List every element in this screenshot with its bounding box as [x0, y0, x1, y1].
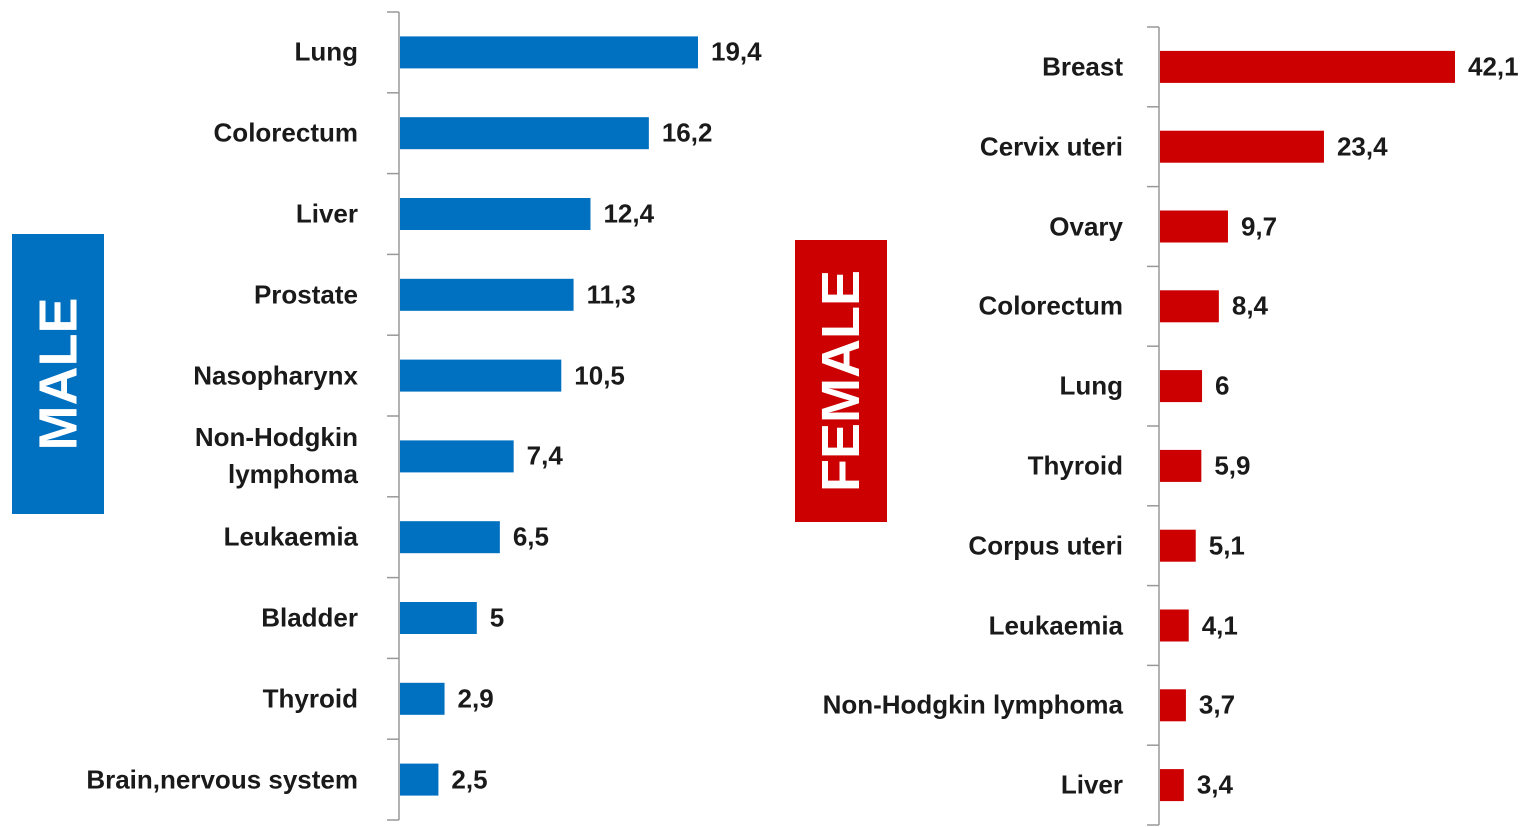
value-label: 4,1 [1201, 610, 1238, 640]
bar [400, 521, 500, 554]
value-label: 2,9 [457, 683, 494, 714]
chart-title: MALE [28, 297, 89, 451]
category-label: Leukaemia [988, 610, 1123, 640]
category-label: Cervix uteri [979, 131, 1123, 162]
bar [1160, 769, 1184, 802]
bar [400, 198, 591, 230]
value-label: 19,4 [711, 36, 762, 67]
value-label: 5 [489, 602, 505, 633]
category-label: Brain,nervous system [86, 764, 358, 795]
value-label: 12,4 [603, 198, 655, 229]
category-label: Colorectum [978, 290, 1123, 321]
category-label: Lung [294, 36, 358, 67]
bar [400, 682, 445, 715]
value-label: 16,2 [661, 117, 713, 148]
bar [1160, 130, 1324, 163]
value-label: 8,4 [1231, 290, 1269, 321]
value-label: 3,4 [1196, 769, 1233, 800]
value-label: 23,4 [1336, 131, 1388, 162]
category-label: Lung [1059, 370, 1123, 401]
category-label: Corpus uteri [968, 530, 1123, 561]
bar [1160, 689, 1186, 722]
bar [400, 359, 562, 392]
category-label: Ovary [1049, 211, 1123, 241]
bar [400, 602, 477, 634]
value-label: 7,4 [526, 440, 563, 471]
bar [1160, 370, 1203, 403]
series-box: MALE [12, 234, 104, 514]
category-label: Nasopharynx [193, 360, 358, 391]
value-label: 9,7 [1240, 211, 1278, 241]
chart-title: FEMALE [811, 270, 871, 492]
category-label: Prostate [253, 279, 358, 310]
value-label: 6,5 [512, 521, 549, 552]
value-label: 6 [1215, 370, 1230, 401]
bar [400, 278, 574, 311]
category-label: Colorectum [213, 117, 358, 148]
bar [400, 36, 698, 69]
bar [400, 117, 649, 150]
bar [1160, 529, 1196, 562]
bar [400, 440, 514, 473]
value-label: 5,9 [1214, 450, 1251, 481]
value-label: 3,7 [1198, 689, 1236, 720]
bar [1160, 50, 1455, 83]
category-label: Thyroid [262, 683, 358, 714]
value-label: 2,5 [451, 764, 488, 795]
category-label: Bladder [261, 602, 358, 633]
category-label: Thyroid [1027, 450, 1123, 481]
category-label: Liver [295, 198, 358, 229]
category-label: Non-Hodgkin lymphoma [194, 422, 358, 490]
bar [1160, 290, 1219, 323]
series-box: FEMALE [795, 240, 887, 522]
value-label: 42,1 [1468, 51, 1519, 82]
value-label: 5,1 [1208, 530, 1245, 561]
bar [1160, 210, 1228, 243]
category-label: Leukaemia [223, 521, 358, 552]
category-label: Liver [1060, 769, 1123, 800]
value-label: 11,3 [586, 279, 636, 310]
category-label: Breast [1042, 51, 1123, 82]
bar [400, 763, 439, 796]
category-label: Non-Hodgkin lymphoma [822, 689, 1123, 720]
bar [1160, 449, 1202, 482]
value-label: 10,5 [574, 360, 625, 391]
bar [1160, 609, 1189, 642]
